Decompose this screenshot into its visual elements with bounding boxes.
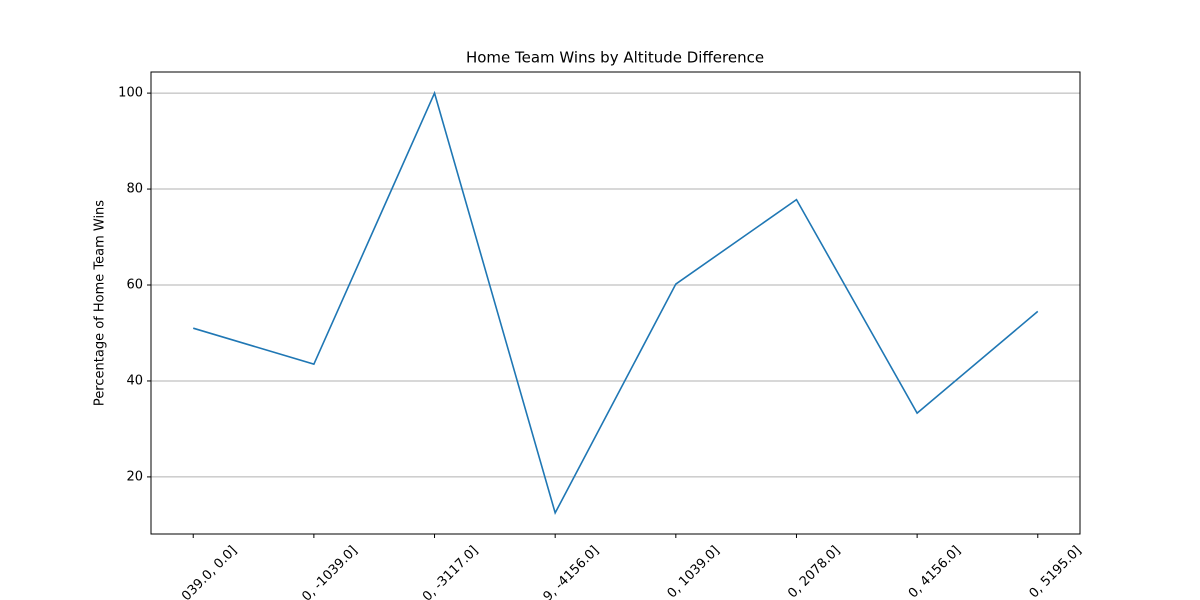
chart-title: Home Team Wins by Altitude Difference bbox=[466, 49, 764, 67]
y-tick-label: 40 bbox=[126, 373, 143, 388]
x-tick-label: 0, 2078.0] bbox=[785, 543, 843, 600]
y-tick-label: 100 bbox=[118, 86, 143, 101]
x-tick-label: 0, 1039.0] bbox=[665, 543, 723, 600]
x-tick-label: 0, 5195.0] bbox=[1027, 543, 1085, 600]
x-tick-label: 0, -1039.0] bbox=[299, 543, 360, 600]
x-tick-label: 0, -3117.0] bbox=[420, 543, 481, 600]
y-axis-label: Percentage of Home Team Wins bbox=[93, 200, 108, 406]
y-tick-label: 60 bbox=[126, 278, 143, 293]
plot-frame bbox=[150, 71, 1081, 535]
x-tick-label: 039.0, 0.0] bbox=[179, 543, 240, 600]
y-tick-label: 20 bbox=[126, 469, 143, 484]
x-tick-label: 9, -4156.0] bbox=[541, 543, 602, 600]
data-line bbox=[192, 90, 1039, 516]
y-tick-label: 80 bbox=[126, 182, 143, 197]
x-tick-label: 0, 4156.0] bbox=[906, 543, 964, 600]
